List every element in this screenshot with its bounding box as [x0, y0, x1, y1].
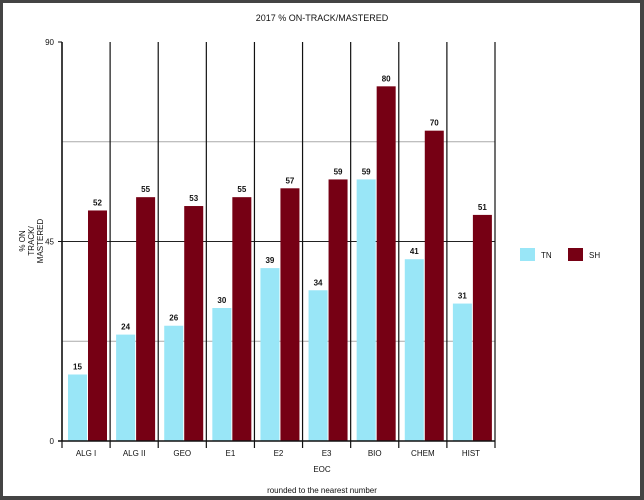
bar-sh	[88, 210, 107, 441]
bar-sh	[424, 130, 444, 441]
bar-tn	[164, 325, 184, 441]
bar-sh	[184, 206, 204, 441]
bar-tn	[260, 268, 280, 441]
data-label: 80	[382, 74, 391, 83]
data-label: 55	[141, 185, 150, 194]
bar-sh	[136, 197, 156, 441]
bar-tn	[212, 308, 232, 441]
data-label: 53	[189, 194, 198, 203]
bar-tn	[356, 179, 376, 441]
y-axis-label: % ONTRACK/MASTERED	[18, 219, 45, 264]
data-label: 59	[362, 167, 371, 176]
legend-swatch-tn	[520, 248, 535, 261]
data-label: 24	[121, 323, 130, 332]
x-tick-label: CHEM	[411, 449, 435, 458]
x-tick-label: GEO	[173, 449, 191, 458]
bar-sh	[280, 188, 300, 441]
legend-label: TN	[541, 251, 552, 260]
y-axis-label-line: MASTERED	[36, 219, 45, 264]
bar-tn	[308, 290, 328, 441]
x-tick-label: E3	[322, 449, 332, 458]
data-label: 26	[169, 314, 178, 323]
data-label: 70	[430, 119, 439, 128]
data-label: 51	[478, 203, 487, 212]
data-label: 34	[314, 278, 323, 287]
y-axis-label-line: % ON	[18, 230, 27, 252]
data-label: 41	[410, 247, 419, 256]
bar-chart: 2017 % ON-TRACK/MASTERED 15 52 ALG I 24 55 ALG…	[18, 13, 600, 495]
x-tick-label: BIO	[368, 449, 382, 458]
data-label: 55	[237, 185, 246, 194]
data-label: 39	[265, 256, 274, 265]
y-tick-label: 90	[45, 38, 54, 47]
data-label: 31	[458, 292, 467, 301]
x-tick-label: E1	[225, 449, 235, 458]
x-tick-label: ALG I	[76, 449, 96, 458]
bar-tn	[404, 259, 424, 441]
bar-sh	[376, 86, 396, 441]
x-tick-label: E2	[274, 449, 284, 458]
y-axis-label-line: TRACK/	[27, 226, 36, 256]
data-label: 59	[334, 167, 343, 176]
x-axis-label: EOC	[313, 465, 331, 474]
data-label: 52	[93, 198, 102, 207]
bar-tn	[68, 374, 87, 441]
legend-swatch-sh	[568, 248, 583, 261]
bar-tn	[452, 303, 472, 441]
bar-tn	[116, 334, 136, 441]
chart-frame: 2017 % ON-TRACK/MASTERED 15 52 ALG I 24 55 ALG…	[3, 3, 640, 496]
x-tick-label: ALG II	[123, 449, 146, 458]
x-tick-label: HIST	[462, 449, 480, 458]
bar-sh	[328, 179, 348, 441]
data-label: 15	[73, 363, 82, 372]
data-label: 57	[285, 176, 294, 185]
y-tick-label: 45	[45, 238, 54, 247]
chart-title: 2017 % ON-TRACK/MASTERED	[256, 13, 389, 23]
legend-label: SH	[589, 251, 600, 260]
data-label: 30	[217, 296, 226, 305]
y-tick-label: 0	[50, 437, 55, 446]
bar-sh	[472, 214, 492, 441]
bar-sh	[232, 197, 252, 441]
footnote: rounded to the nearest number	[267, 486, 377, 495]
